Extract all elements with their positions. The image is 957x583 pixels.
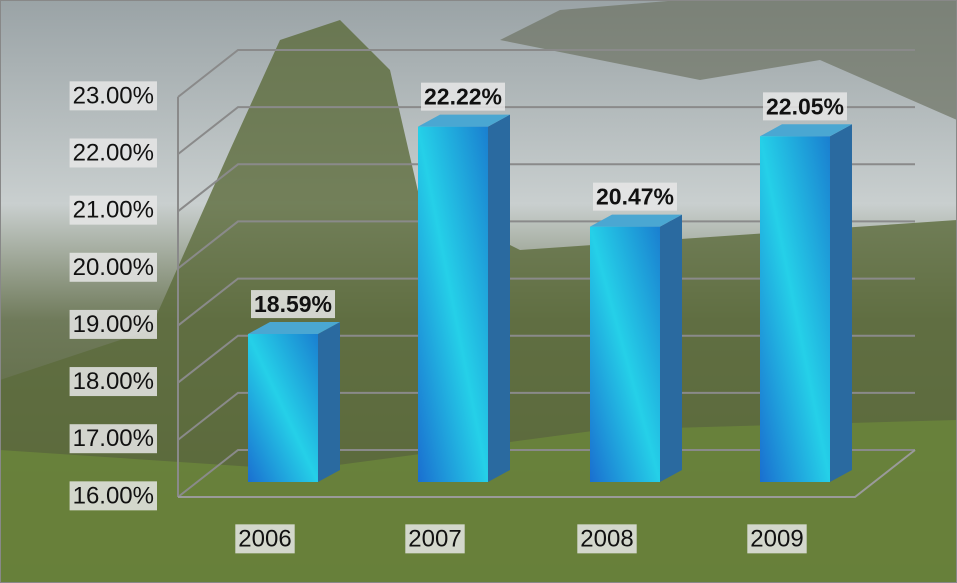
x-tick-label: 2008 [580,525,633,552]
y-tick-label-box [69,367,157,397]
grid-line [177,334,915,384]
y-tick-label-box [69,138,157,168]
value-label-box [592,182,678,211]
grid-line [177,106,915,155]
value-label-box [420,82,506,111]
bar-front [590,226,660,482]
y-tick-label: 19.00% [73,311,154,338]
value-label: 22.22% [424,84,502,110]
y-tick-label: 20.00% [73,254,154,281]
y-tick-label-box [69,309,157,339]
y-tick-label: 22.00% [73,139,154,166]
x-tick-label: 2006 [238,525,291,552]
x-tick-label-box [235,524,295,554]
grid-line [177,220,915,270]
y-tick-label-box [69,81,157,111]
x-tick-label-box [577,524,637,554]
bar-front [418,126,488,483]
bar-top [418,114,510,127]
bar [590,214,682,483]
y-tick-label: 21.00% [73,197,154,224]
y-tick-label: 18.00% [73,368,154,395]
bar [248,322,340,482]
bar [760,124,852,483]
y-tick-label-box [69,424,157,454]
x-tick-label-box [405,524,465,554]
y-tick-label-box [69,252,157,282]
grid-line [177,449,915,498]
peaks [500,0,957,120]
bar-side [830,124,852,483]
floor [178,449,916,498]
value-label-box [250,290,336,319]
bar-side [488,114,510,483]
y-tick-label: 23.00% [73,82,154,109]
value-label-box [762,92,848,121]
x-tick-label: 2009 [750,525,803,552]
bar-side [660,214,682,483]
y-tick-label: 17.00% [73,425,154,452]
value-label: 22.05% [766,93,844,119]
value-label: 20.47% [596,184,674,210]
grid-line [177,277,915,327]
x-tick-label-box [747,524,807,554]
bar-front [760,136,830,483]
bar-top [248,322,340,334]
bar-top [590,214,682,227]
bar-front [248,334,318,482]
y-tick-label: 16.00% [73,482,154,509]
y-tick-label-box [69,481,157,511]
bar [418,114,510,483]
grid-line [177,391,915,441]
grid-line [177,49,915,98]
y-tick-label-box [69,195,157,225]
bar-top [760,124,852,137]
grid-line [177,163,915,213]
bar-side [318,322,340,482]
x-tick-label: 2007 [408,525,461,552]
value-label: 18.59% [254,291,332,317]
